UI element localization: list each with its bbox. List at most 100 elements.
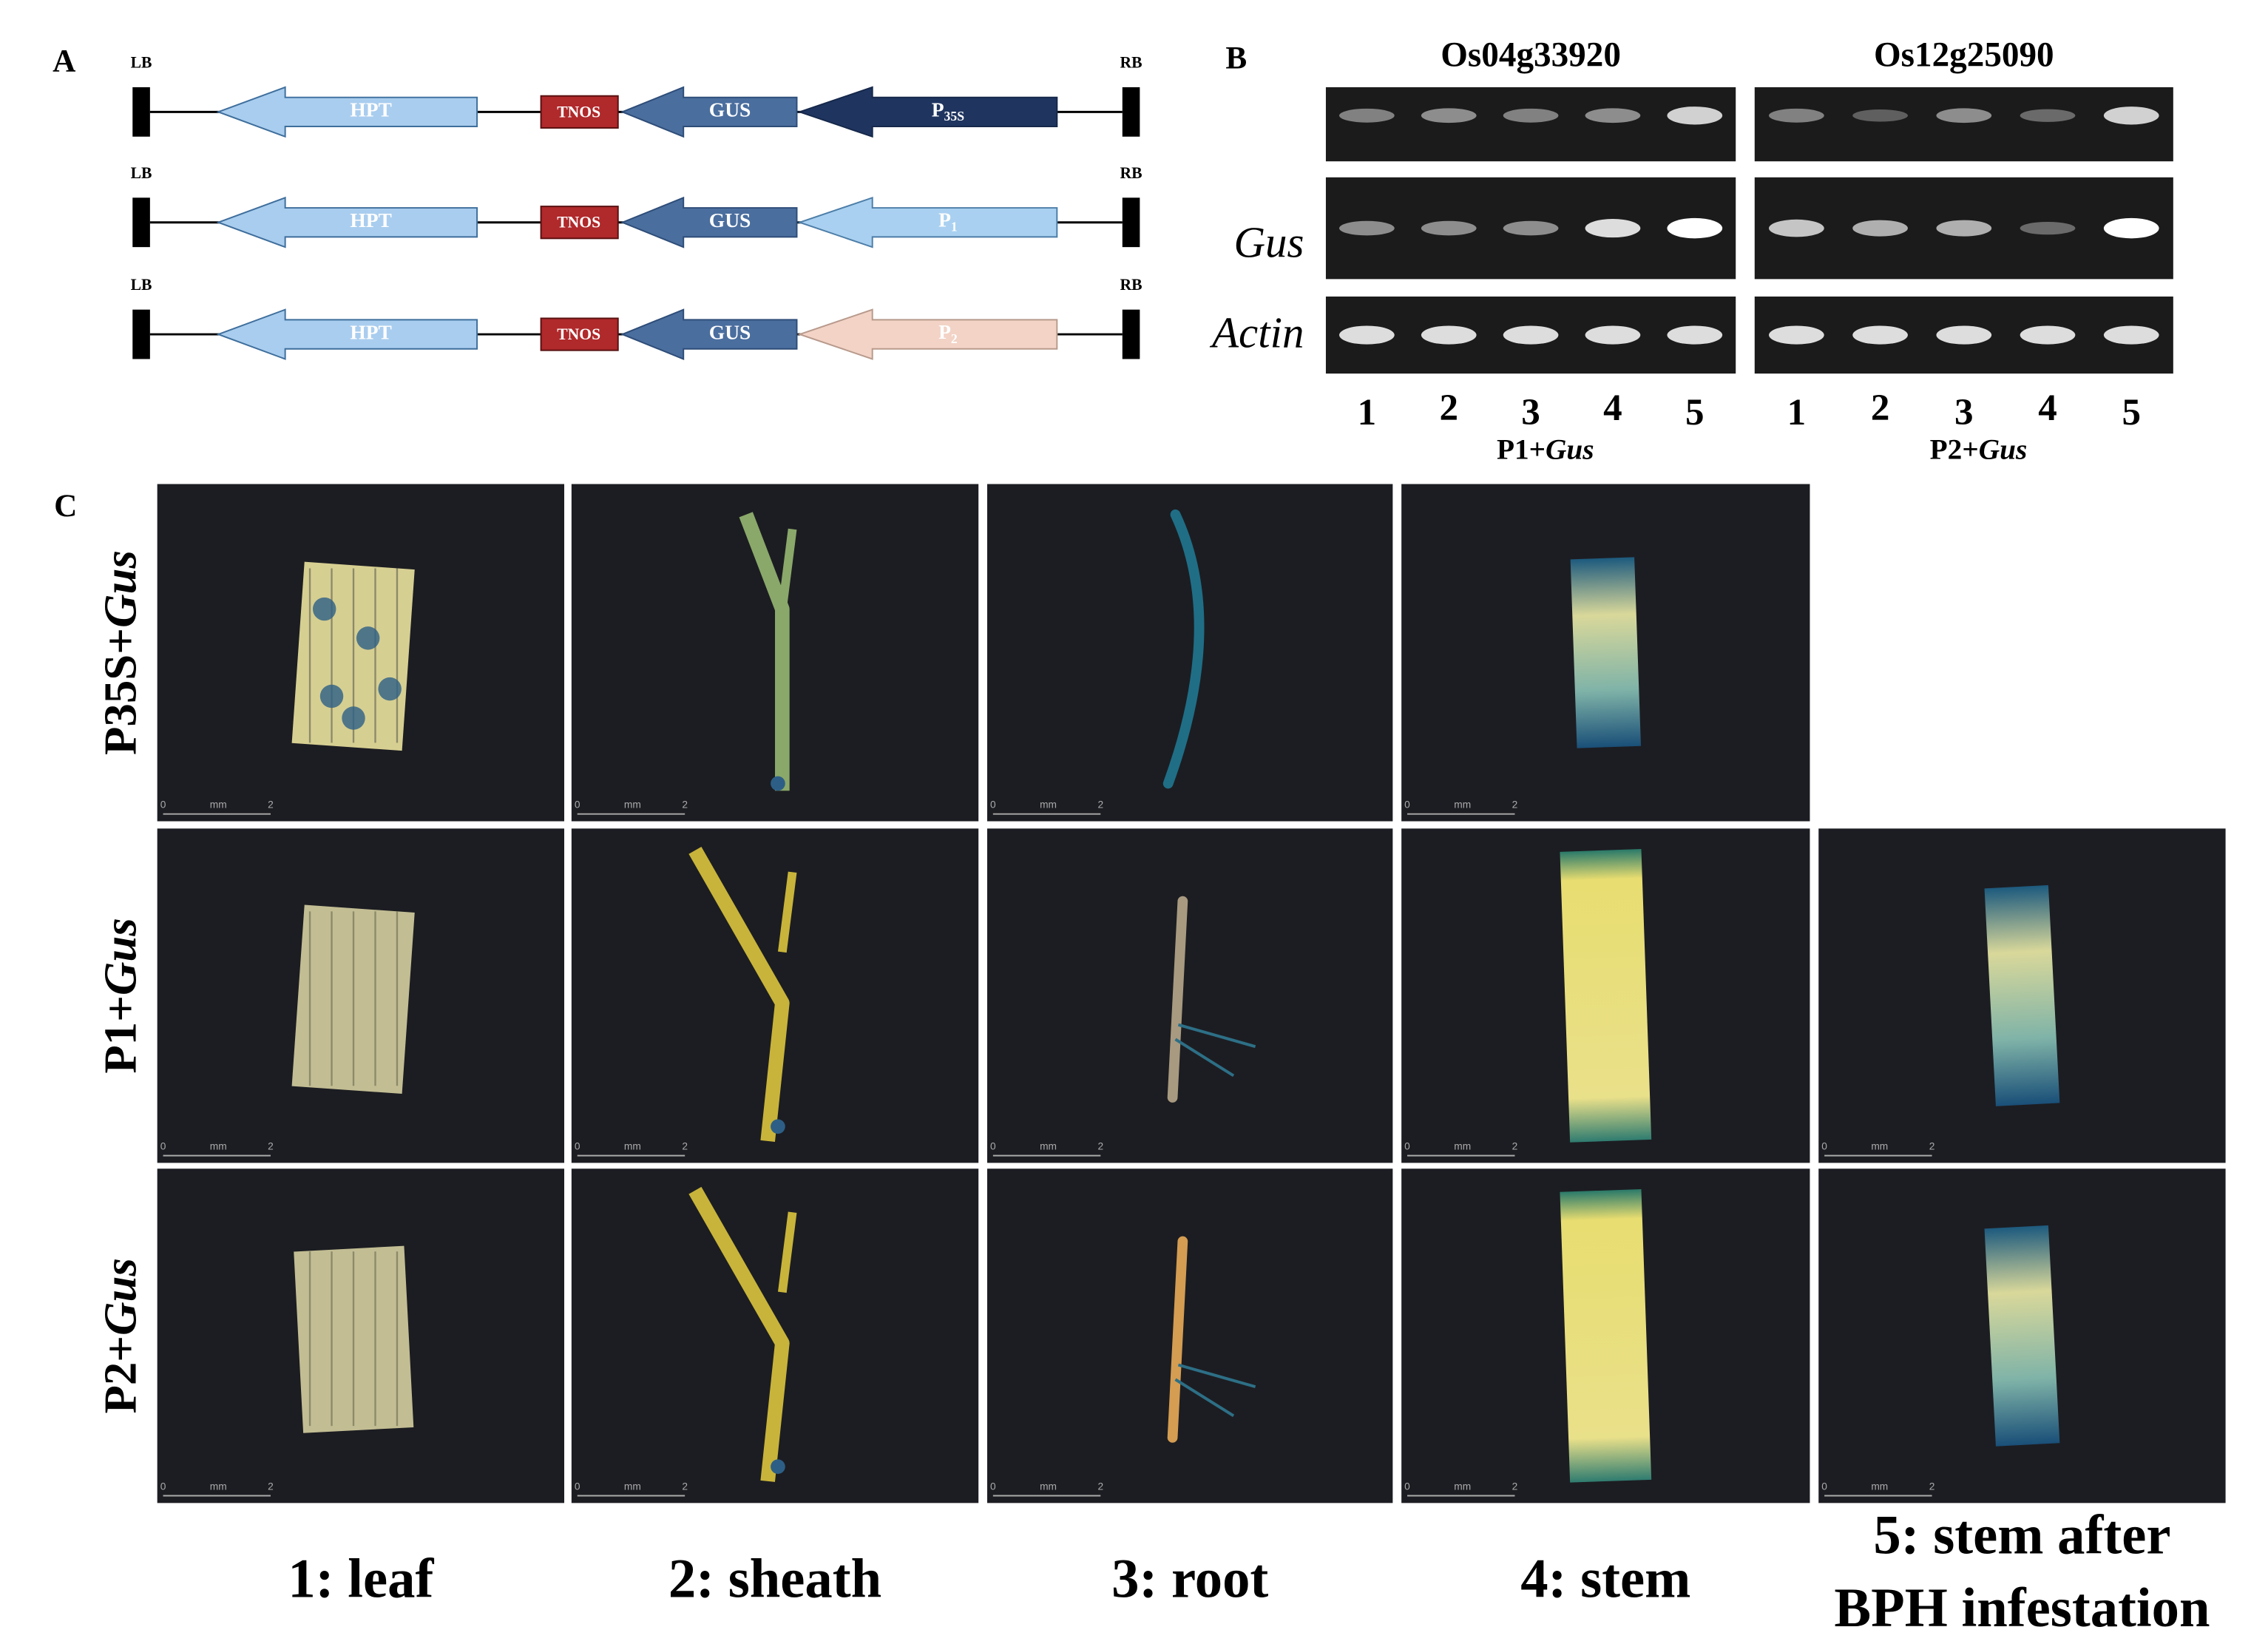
gel-band — [1667, 106, 1723, 125]
left-border-label: LB — [131, 53, 152, 71]
scale-bar-label: 0 — [575, 799, 580, 811]
terminator-label: TNOS — [557, 214, 600, 231]
terminator-label: TNOS — [557, 325, 600, 343]
scale-bar-label: mm — [1871, 1481, 1888, 1492]
tissue-photo: 0 mm 2 — [157, 484, 565, 822]
promoter-main: P — [932, 98, 944, 121]
left-border-label: LB — [131, 276, 152, 294]
scale-bar-label: 0 — [160, 1481, 166, 1492]
gel-band — [1852, 109, 1908, 122]
row-label-prefix: P1+ — [95, 995, 146, 1074]
scale-bar-label: 0 — [990, 1481, 996, 1492]
gel-band — [1421, 325, 1477, 345]
lane-number: 4 — [2038, 387, 2057, 429]
scale-bar-label: 2 — [1097, 1481, 1103, 1492]
gel-band — [2103, 106, 2159, 125]
group-label-prefix: P1+ — [1497, 433, 1546, 465]
gel-band — [1769, 325, 1824, 345]
scale-bar-label: 2 — [268, 799, 274, 811]
tissue-photo: 0 mm 2 — [986, 484, 1393, 822]
promoter-arrow — [797, 308, 1058, 360]
stem-piece — [1560, 849, 1652, 1143]
gel-band — [1585, 219, 1641, 238]
scale-bar-label: 0 — [1404, 1481, 1410, 1492]
reporter-label: GUS — [709, 98, 751, 121]
terminator-label: TNOS — [557, 103, 600, 121]
lane-number: 3 — [1521, 391, 1540, 433]
panel-label: C — [54, 488, 77, 524]
gel-band — [1421, 220, 1477, 236]
row-label: P2+Gus — [95, 1258, 146, 1414]
gel-band — [2020, 325, 2076, 345]
scale-bar-label: mm — [210, 799, 227, 811]
promoter-sub: 35S — [944, 109, 965, 124]
column-label: 2: sheath — [668, 1549, 881, 1610]
tissue-photo: 0 mm 2 — [1818, 828, 2226, 1163]
terminator — [540, 317, 619, 351]
lane-number: 5 — [1685, 391, 1705, 433]
scale-bar-label: 2 — [682, 799, 688, 811]
row-label-italic: Gus — [95, 1258, 146, 1336]
tissue-photo: 0 mm 2 — [571, 484, 979, 822]
stem-piece — [1560, 1188, 1652, 1483]
scale-bar-label: mm — [210, 1481, 227, 1492]
hpt-arrow — [216, 86, 478, 138]
reporter-label: GUS — [709, 320, 751, 343]
scale-bar-label: 0 — [1404, 1140, 1410, 1151]
scale-bar-label: mm — [624, 799, 641, 811]
scale-bar-label: 0 — [990, 799, 996, 811]
scale-bar-label: 2 — [682, 1140, 688, 1151]
panel-label: B — [1225, 40, 1247, 75]
right-border-label: RB — [1120, 276, 1143, 294]
scale-bar-label: 0 — [160, 1140, 166, 1151]
reporter-arrow — [620, 86, 798, 138]
group-label-italic: Gus — [1979, 433, 2028, 465]
promoter-arrow — [797, 196, 1058, 248]
gus-stain — [771, 776, 785, 791]
gus-stain — [771, 1119, 785, 1134]
promoter-label: P1 — [938, 209, 958, 234]
gel-band — [1852, 220, 1908, 237]
gus-stain — [342, 706, 365, 730]
promoter-sub: 2 — [951, 331, 958, 346]
gel-band — [1667, 325, 1723, 345]
row-label: Gus — [1233, 218, 1304, 267]
gene-label: Os12g25090 — [1874, 35, 2054, 74]
scale-bar-label: 2 — [1929, 1140, 1935, 1151]
tissue-photo: 0 mm 2 — [1401, 484, 1810, 822]
gel-band — [1852, 325, 1908, 345]
scale-bar-label: 2 — [268, 1481, 274, 1492]
gel-band — [1503, 325, 1559, 345]
gel-image — [1754, 87, 2173, 162]
scale-bar-label: 0 — [160, 799, 166, 811]
sheath-piece — [777, 1211, 797, 1293]
root-hair — [1174, 1023, 1256, 1078]
stem-piece — [1984, 884, 2060, 1106]
group-label: P2+Gus — [1930, 433, 2028, 465]
gel-band — [1936, 108, 1992, 124]
root-piece — [1167, 896, 1188, 1103]
stem-piece — [1984, 1225, 2060, 1447]
right-border — [1122, 87, 1140, 137]
terminator — [540, 95, 619, 129]
scale-bar-label: 2 — [1512, 799, 1518, 811]
promoter-arrow — [797, 86, 1058, 138]
scale-bar-label: 0 — [1404, 799, 1410, 811]
row-label-prefix: P2+ — [95, 1336, 146, 1414]
tissue-photo: 0 mm 2 — [571, 1168, 979, 1503]
hpt-arrow — [216, 196, 478, 248]
group-label: P1+Gus — [1497, 433, 1594, 465]
stem-piece — [1570, 557, 1641, 748]
gel-band — [2103, 325, 2159, 345]
gel-band — [2020, 221, 2076, 235]
right-border — [1122, 197, 1140, 248]
row-label-italic: Gus — [95, 918, 146, 995]
reporter-arrow — [620, 308, 798, 360]
scale-bar-label: mm — [210, 1140, 227, 1151]
gel-band — [1936, 220, 1992, 237]
scale-bar-label: mm — [1040, 1481, 1057, 1492]
sheath-piece — [688, 1186, 790, 1482]
scale-bar-label: 0 — [575, 1481, 580, 1492]
root-piece — [1162, 509, 1205, 789]
